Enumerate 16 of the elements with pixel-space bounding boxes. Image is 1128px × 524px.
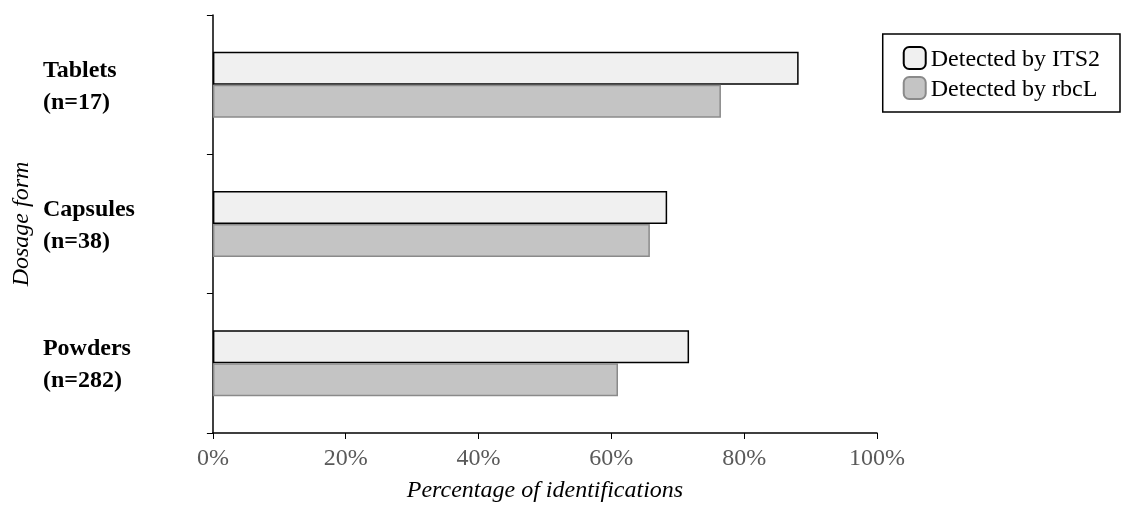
- x-tick-label: 0%: [196, 444, 229, 470]
- y-tick-label: Powders (n=282): [42, 334, 131, 393]
- y-tick-label: Capsules (n=38): [42, 195, 135, 253]
- x-tick-label: 20%: [323, 444, 368, 470]
- bar: [212, 84, 721, 118]
- y-tick-label: Tablets (n=17): [42, 55, 117, 114]
- x-axis-title: Percentage of identifications: [405, 476, 684, 502]
- bar: [212, 224, 650, 257]
- legend-label: Detected by rbcL: [930, 75, 1098, 101]
- x-tick-label: 60%: [589, 444, 634, 470]
- x-tick-label: 80%: [722, 444, 767, 470]
- x-tick-label: 100%: [849, 444, 905, 470]
- x-tick-label: 40%: [456, 444, 501, 470]
- legend-label: Detected by ITS2: [930, 45, 1100, 71]
- y-axis-title: Dosage form: [7, 161, 33, 288]
- bar: [212, 363, 618, 397]
